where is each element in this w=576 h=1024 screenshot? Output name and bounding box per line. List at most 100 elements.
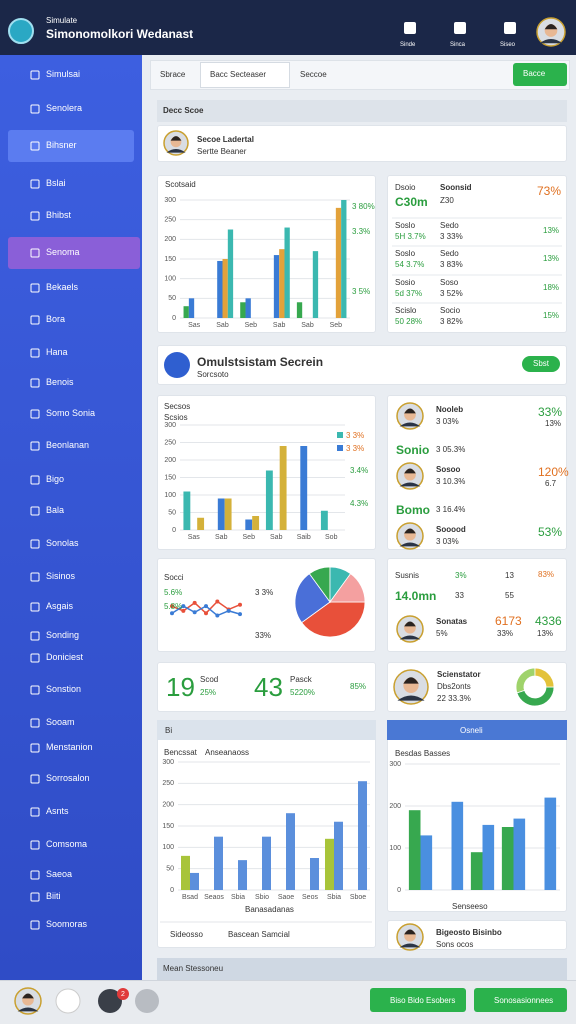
- sidebar-item[interactable]: Sooam: [46, 717, 75, 727]
- sidebar-item[interactable]: Senoma: [46, 247, 80, 257]
- stat-value: 73%: [537, 184, 562, 198]
- sidebar-item[interactable]: Hana: [46, 347, 68, 357]
- row-value: 3 83%: [440, 260, 463, 269]
- sidebar-item[interactable]: Somo Sonia: [46, 408, 96, 418]
- stat-value: 33%: [497, 629, 514, 638]
- sidebar-item[interactable]: Sonding: [46, 630, 80, 640]
- sidebar-item[interactable]: Asnts: [46, 806, 69, 816]
- stat-value: 3%: [455, 571, 467, 580]
- sidebar-item[interactable]: Sonstion: [46, 684, 82, 694]
- sidebar-item[interactable]: Bala: [46, 505, 65, 515]
- chart-title: Bencssat: [164, 748, 197, 757]
- row-value: 3 52%: [440, 289, 463, 298]
- row-value: 3 82%: [440, 317, 463, 326]
- sidebar-item[interactable]: Bekaels: [46, 282, 79, 292]
- person-sub: 3 03%: [436, 537, 459, 546]
- chart-link[interactable]: Sideosso: [170, 930, 203, 939]
- bottom-button[interactable]: [370, 988, 466, 1012]
- sidebar-item[interactable]: Sonolas: [46, 538, 79, 548]
- sidebar-item[interactable]: Menstanion: [46, 742, 93, 752]
- person-value: 120%: [538, 465, 569, 479]
- chart-link[interactable]: Bascean Samcial: [228, 930, 290, 939]
- bottom-button-label[interactable]: Sonosasionnees: [494, 996, 554, 1005]
- profile-sub: 22 33.3%: [437, 694, 471, 703]
- tab[interactable]: Sbrace: [160, 70, 186, 79]
- stat-value: 33: [455, 591, 464, 600]
- person-metric-sub: 3 16.4%: [436, 505, 466, 514]
- chart-header-label: Bi: [165, 726, 173, 735]
- chart-title: Scotsaid: [165, 180, 196, 189]
- legend-label: 3 3%: [346, 444, 365, 453]
- side-label: 3 5%: [352, 287, 371, 296]
- sidebar-item[interactable]: Biiti: [46, 891, 61, 901]
- row-pct: 15%: [543, 311, 560, 320]
- tab-button-label[interactable]: Bacce: [523, 69, 546, 78]
- chart-header: [387, 720, 567, 740]
- stat-value: 6173: [495, 614, 522, 628]
- tab[interactable]: Seccoe: [300, 70, 327, 79]
- big-pct: 5220%: [290, 688, 315, 697]
- legend-label: 3 3%: [346, 431, 365, 440]
- big-label: Scod: [200, 675, 219, 684]
- sidebar-item[interactable]: Bhibst: [46, 210, 72, 220]
- chart-title: Secsos: [164, 402, 191, 411]
- chart-label: 33%: [255, 631, 272, 640]
- sidebar-item[interactable]: Sorrosalon: [46, 773, 90, 783]
- stat-value: Z30: [440, 196, 454, 205]
- person-metric: Sonio: [396, 443, 430, 457]
- footer-bar: [157, 958, 567, 980]
- stats-card: [387, 175, 567, 333]
- sidebar-item[interactable]: Doniciest: [46, 652, 84, 662]
- header-icon-label[interactable]: Sinde: [400, 42, 416, 48]
- row-value: 5d 37%: [395, 289, 423, 298]
- big-label: Pasck: [290, 675, 312, 684]
- chart-header: [157, 720, 376, 740]
- row-label: Sedo: [440, 221, 459, 230]
- sidebar-item[interactable]: Comsoma: [46, 839, 88, 849]
- big-pct: 25%: [200, 688, 217, 697]
- info-button[interactable]: [522, 356, 560, 372]
- sidebar-item[interactable]: Senolera: [46, 103, 83, 113]
- panel-header: [157, 100, 567, 122]
- card-sub: Sorcsoto: [197, 370, 229, 379]
- bottom-button-label[interactable]: Biso Bido Esobers: [390, 996, 456, 1005]
- logo[interactable]: [8, 18, 34, 44]
- sidebar-item[interactable]: Simulsai: [46, 69, 81, 79]
- row-label: Sedo: [440, 249, 459, 258]
- bottom-button[interactable]: [474, 988, 567, 1012]
- active-tab[interactable]: [200, 62, 290, 88]
- person-metric: Bomo: [396, 503, 430, 517]
- person-value: 33%: [538, 405, 563, 419]
- person-metric-sub: 3 05.3%: [436, 445, 466, 454]
- chart-subtitle: Scsios: [164, 413, 188, 422]
- tab[interactable]: Bacc Secteaser: [210, 70, 267, 79]
- header-icon-label[interactable]: Siseo: [500, 42, 516, 48]
- big-pct: 85%: [350, 682, 367, 691]
- header-icon-label[interactable]: Sinca: [450, 42, 466, 48]
- chart-subtitle: Anseanaoss: [205, 748, 250, 757]
- side-label: 3 80%: [352, 202, 375, 211]
- person-value-sub: 13%: [545, 419, 562, 428]
- profile-sub: Dbs2onts: [437, 682, 471, 691]
- sidebar-item[interactable]: Bora: [46, 314, 66, 324]
- row-value: 54 3.7%: [395, 260, 425, 269]
- chart-title: Socci: [164, 573, 184, 582]
- sidebar-item[interactable]: Asgais: [46, 601, 74, 611]
- stat-value: 4336: [535, 614, 562, 628]
- sidebar-item[interactable]: Bslai: [46, 178, 66, 188]
- row-label: Scislo: [395, 306, 417, 315]
- sidebar-item[interactable]: Sisinos: [46, 571, 76, 581]
- tab-button[interactable]: [513, 63, 567, 86]
- sidebar-item[interactable]: Benois: [46, 377, 74, 387]
- sidebar-item[interactable]: Saeoa: [46, 869, 73, 879]
- sidebar-item[interactable]: Bihsner: [46, 140, 77, 150]
- sidebar-item[interactable]: Soomoras: [46, 919, 88, 929]
- sidebar-item[interactable]: Bigo: [46, 474, 65, 484]
- number-card: [157, 662, 376, 712]
- chart-card: [157, 395, 376, 550]
- stat-value: 14.0mn: [395, 589, 437, 603]
- big-number: 43: [254, 672, 283, 702]
- card-button-label[interactable]: Sbst: [533, 359, 550, 368]
- sidebar-item[interactable]: Beonlanan: [46, 440, 90, 450]
